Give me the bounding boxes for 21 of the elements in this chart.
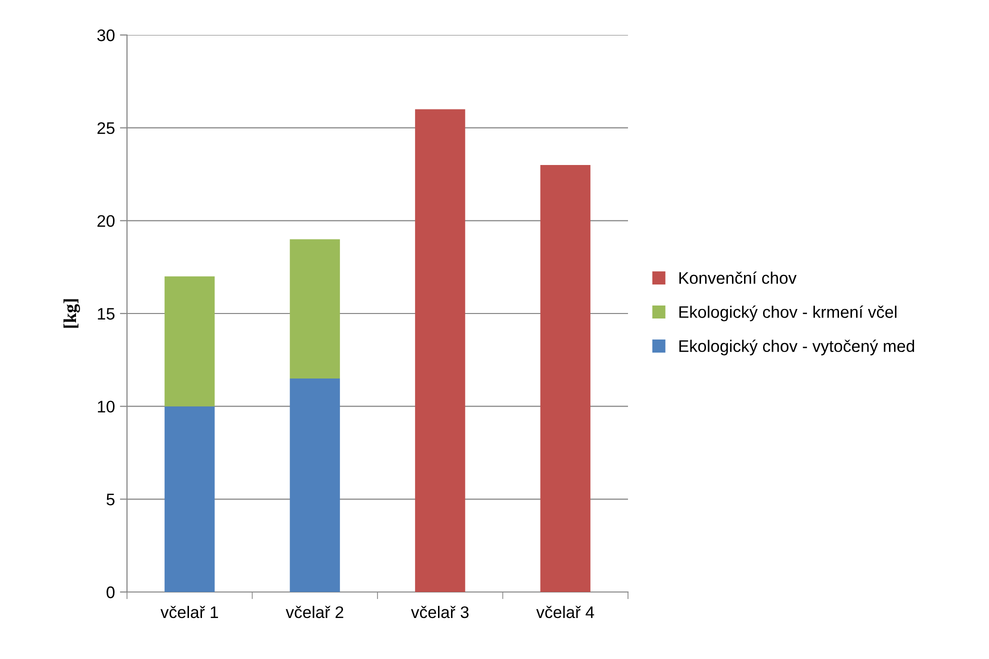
x-tick-label: včelař 1 bbox=[160, 606, 218, 618]
x-tick-label: včelař 3 bbox=[411, 606, 469, 618]
legend-label: Ekologický chov - krmení včel bbox=[679, 306, 896, 322]
x-tick-label: včelař 4 bbox=[536, 606, 594, 618]
y-tick-label: 15 bbox=[98, 308, 114, 320]
y-tick-label: 20 bbox=[97, 215, 115, 227]
bar bbox=[164, 406, 215, 592]
bar bbox=[290, 239, 340, 378]
y-tick-label: 30 bbox=[97, 29, 115, 42]
bar bbox=[415, 109, 466, 592]
legend-label: Ekologický chov - vytočený med bbox=[679, 340, 914, 356]
y-tick-label: 25 bbox=[97, 122, 114, 134]
y-tick-label: 5 bbox=[106, 494, 114, 506]
bar bbox=[290, 378, 340, 592]
y-axis-title: [kg] bbox=[63, 299, 80, 328]
y-tick-label: 0 bbox=[106, 586, 115, 598]
y-tick-label: 10 bbox=[98, 400, 115, 413]
x-tick-label: včelař 2 bbox=[286, 606, 344, 618]
legend-label: Konvenční chov bbox=[679, 271, 797, 284]
bar bbox=[540, 164, 590, 592]
bar bbox=[164, 276, 215, 406]
